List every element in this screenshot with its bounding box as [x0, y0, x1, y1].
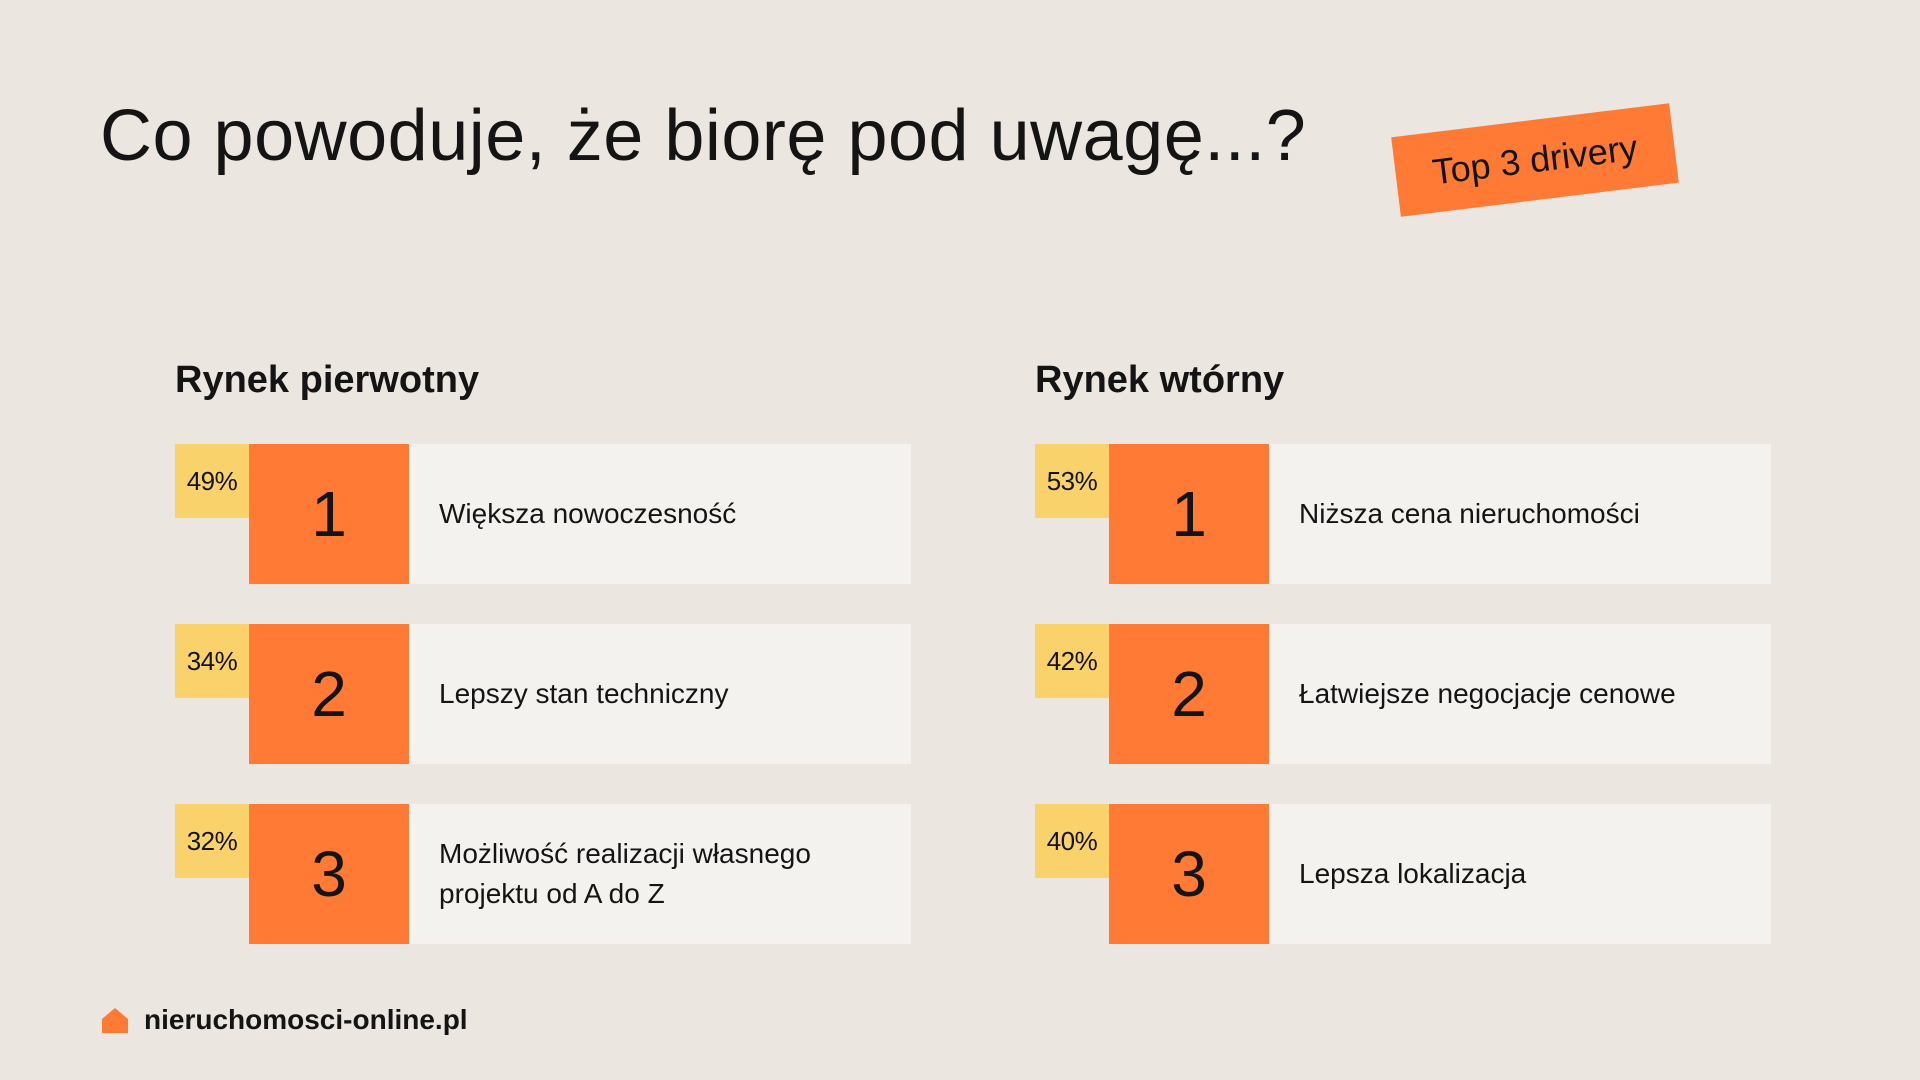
- rank-number: 3: [249, 804, 409, 944]
- rank-number: 2: [249, 624, 409, 764]
- driver-label: Lepszy stan techniczny: [439, 678, 729, 709]
- badge-label: Top 3 drivery: [1430, 126, 1640, 193]
- driver-label-box: Lepsza lokalizacja: [1269, 804, 1771, 944]
- rank-number: 1: [1109, 444, 1269, 584]
- percent-badge: 40%: [1035, 804, 1109, 878]
- rank-number: 1: [249, 444, 409, 584]
- driver-label-box: Możliwość realizacji własnego projektu o…: [409, 804, 911, 944]
- percent-badge: 32%: [175, 804, 249, 878]
- rank-number: 3: [1109, 804, 1269, 944]
- house-icon: [102, 1008, 128, 1033]
- column-secondary-market: Rynek wtórny 53% 1 Niższa cena nieruchom…: [1035, 355, 1771, 944]
- driver-label: Większa nowoczesność: [439, 498, 737, 529]
- percent-badge: 49%: [175, 444, 249, 518]
- driver-label-box: Łatwiejsze negocjacje cenowe: [1269, 624, 1771, 764]
- driver-label-box: Większa nowoczesność: [409, 444, 911, 584]
- rank-number: 2: [1109, 624, 1269, 764]
- page-title: Co powoduje, że biorę pod uwagę...?: [100, 96, 1307, 176]
- column-heading: Rynek pierwotny: [175, 359, 480, 401]
- percent-badge: 53%: [1035, 444, 1109, 518]
- top-drivers-badge: Top 3 drivery: [1391, 103, 1679, 217]
- driver-label: Możliwość realizacji własnego projektu o…: [439, 838, 811, 909]
- footer-brand: nieruchomosci-online.pl: [100, 1002, 468, 1038]
- driver-label: Niższa cena nieruchomości: [1299, 498, 1640, 529]
- driver-label: Lepsza lokalizacja: [1299, 858, 1527, 889]
- ranking-row: 34% 2 Lepszy stan techniczny: [175, 624, 911, 764]
- ranking-row: 53% 1 Niższa cena nieruchomości: [1035, 444, 1771, 584]
- percent-badge: 34%: [175, 624, 249, 698]
- driver-label: Łatwiejsze negocjacje cenowe: [1299, 678, 1676, 709]
- column-primary-market: Rynek pierwotny 49% 1 Większa nowoczesno…: [175, 355, 911, 944]
- brand-url: nieruchomosci-online.pl: [144, 1004, 468, 1035]
- percent-badge: 42%: [1035, 624, 1109, 698]
- ranking-row: 42% 2 Łatwiejsze negocjacje cenowe: [1035, 624, 1771, 764]
- ranking-row: 49% 1 Większa nowoczesność: [175, 444, 911, 584]
- driver-label-box: Lepszy stan techniczny: [409, 624, 911, 764]
- driver-label-box: Niższa cena nieruchomości: [1269, 444, 1771, 584]
- ranking-row: 40% 3 Lepsza lokalizacja: [1035, 804, 1771, 944]
- column-heading: Rynek wtórny: [1035, 359, 1285, 401]
- ranking-row: 32% 3 Możliwość realizacji własnego proj…: [175, 804, 911, 944]
